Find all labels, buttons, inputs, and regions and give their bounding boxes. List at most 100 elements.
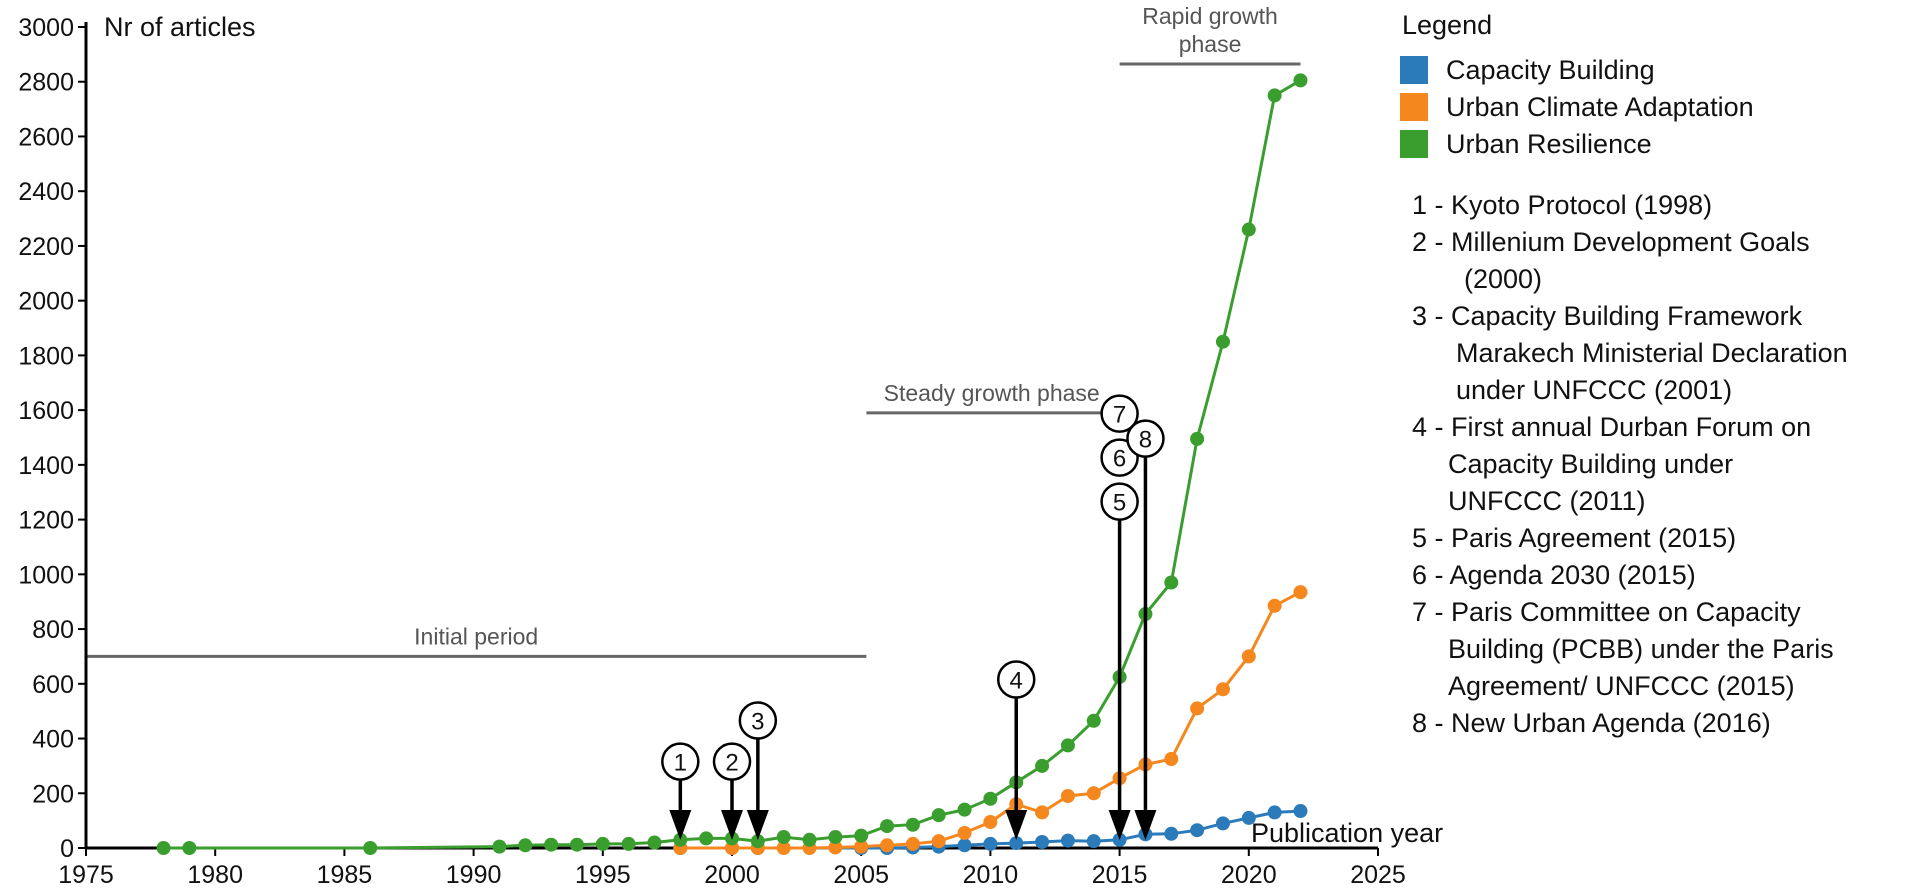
data-point (854, 828, 869, 843)
data-point (518, 838, 533, 853)
y-tick-label: 1800 (18, 342, 74, 370)
marker-arrow-head (1134, 810, 1157, 840)
event-item-line: 7 - Paris Committee on Capacity (1412, 597, 1801, 627)
y-tick-label: 200 (32, 780, 74, 808)
data-point (880, 819, 895, 834)
x-tick-label: 2005 (833, 861, 889, 889)
marker-number-circle (996, 660, 1036, 699)
phase-annotations: Initial period Steady growth phase Rapid g… (86, 3, 1301, 658)
data-point (905, 817, 920, 832)
data-point (931, 808, 946, 823)
data-point (1086, 834, 1101, 849)
event-item-line: (2000) (1464, 264, 1542, 294)
x-ticks: 1975 1980 1985 1990 1995 2000 2005 2010 2015 2020… (58, 848, 1406, 889)
marker-number: 4 (1010, 667, 1023, 694)
event-item-line: under UNFCCC (2001) (1456, 375, 1732, 405)
event-item-line: 3 - Capacity Building Framework (1412, 301, 1803, 331)
y-tick-label: 2200 (18, 233, 74, 261)
y-tick-label: 1400 (18, 452, 74, 480)
data-point (983, 791, 998, 806)
data-point (1190, 701, 1205, 716)
marker-number-circle (712, 742, 752, 781)
marker-arrow-head (1108, 810, 1131, 840)
data-point (828, 840, 843, 855)
x-axis-title: Publication year (1251, 818, 1443, 848)
data-point (776, 830, 791, 845)
marker-arrow-head (669, 810, 692, 840)
data-point (1035, 805, 1050, 820)
data-point (647, 835, 662, 850)
y-tick-label: 600 (32, 671, 74, 699)
marker-number-circle (1100, 438, 1139, 477)
event-item-line: 6 - Agenda 2030 (2015) (1412, 560, 1696, 590)
data-point (1215, 816, 1230, 831)
x-tick-label: 1985 (317, 861, 373, 889)
data-point (595, 836, 610, 851)
data-point (156, 841, 171, 855)
marker-number: 8 (1139, 427, 1152, 454)
data-point (750, 834, 765, 849)
marker-number: 3 (751, 709, 764, 736)
event-marker: 2 (712, 742, 752, 840)
event-item-line: Marakech Ministerial Declaration (1456, 338, 1848, 368)
data-point (621, 836, 636, 851)
data-point (182, 841, 197, 855)
data-point (1060, 789, 1075, 804)
data-point (802, 832, 817, 847)
data-point (1241, 222, 1256, 237)
data-point (1267, 88, 1282, 103)
x-tick-label: 2010 (963, 861, 1019, 889)
legend-swatch (1400, 130, 1428, 158)
phase-label-line: Rapid growth (1142, 3, 1278, 29)
y-tick-label: 2800 (18, 69, 74, 97)
event-item-line: 5 - Paris Agreement (2015) (1412, 523, 1736, 553)
data-point (569, 837, 584, 852)
y-tick-label: 1200 (18, 507, 74, 535)
data-point (1086, 713, 1101, 728)
x-tick-label: 2015 (1092, 861, 1148, 889)
phase-label: Initial period (414, 623, 538, 649)
event-marker: 1 (661, 742, 700, 840)
x-tick-label: 1995 (575, 861, 631, 889)
marker-number: 1 (674, 750, 687, 777)
y-tick-label: 800 (32, 616, 74, 644)
marker-arrow-head (746, 810, 769, 840)
x-tick-label: 2020 (1221, 861, 1277, 889)
y-tick-label: 1600 (18, 397, 74, 425)
data-point (828, 830, 843, 845)
y-tick-label: 2400 (18, 178, 74, 206)
event-item-line: 2 - Millenium Development Goals (1412, 227, 1810, 257)
event-marker: 8 (1126, 419, 1165, 840)
event-item-line: 4 - First annual Durban Forum on (1412, 412, 1811, 442)
x-tick-label: 1975 (58, 861, 114, 889)
event-marker: 4 (996, 660, 1036, 840)
data-point (1215, 334, 1230, 349)
data-point (1267, 598, 1282, 613)
data-point (1190, 823, 1205, 838)
event-item-line: UNFCCC (2011) (1448, 486, 1646, 516)
marker-number-circle (738, 701, 778, 740)
data-point (699, 831, 714, 846)
legend-swatch (1400, 93, 1428, 121)
legend-title: Legend (1402, 10, 1492, 40)
data-point (905, 836, 920, 851)
data-point (1164, 575, 1179, 590)
data-point (1190, 431, 1205, 446)
marker-arrow-head (721, 810, 743, 840)
marker-arrow-head (1005, 810, 1028, 840)
y-axis-title: Nr of articles (104, 12, 256, 42)
legend-label: Capacity Building (1446, 55, 1655, 85)
y-tick-label: 1000 (18, 561, 74, 589)
data-point (957, 802, 972, 817)
data-point (725, 841, 739, 855)
event-item-line: 1 - Kyoto Protocol (1998) (1412, 190, 1712, 220)
data-point (1164, 826, 1179, 841)
marker-number: 6 (1113, 446, 1126, 473)
phase-label-line: phase (1179, 31, 1242, 57)
y-tick-label: 2600 (18, 123, 74, 151)
data-point (1241, 649, 1256, 664)
data-point (1215, 682, 1230, 697)
data-point (363, 841, 378, 855)
data-point (1241, 810, 1256, 825)
legend-label: Urban Resilience (1446, 129, 1652, 159)
